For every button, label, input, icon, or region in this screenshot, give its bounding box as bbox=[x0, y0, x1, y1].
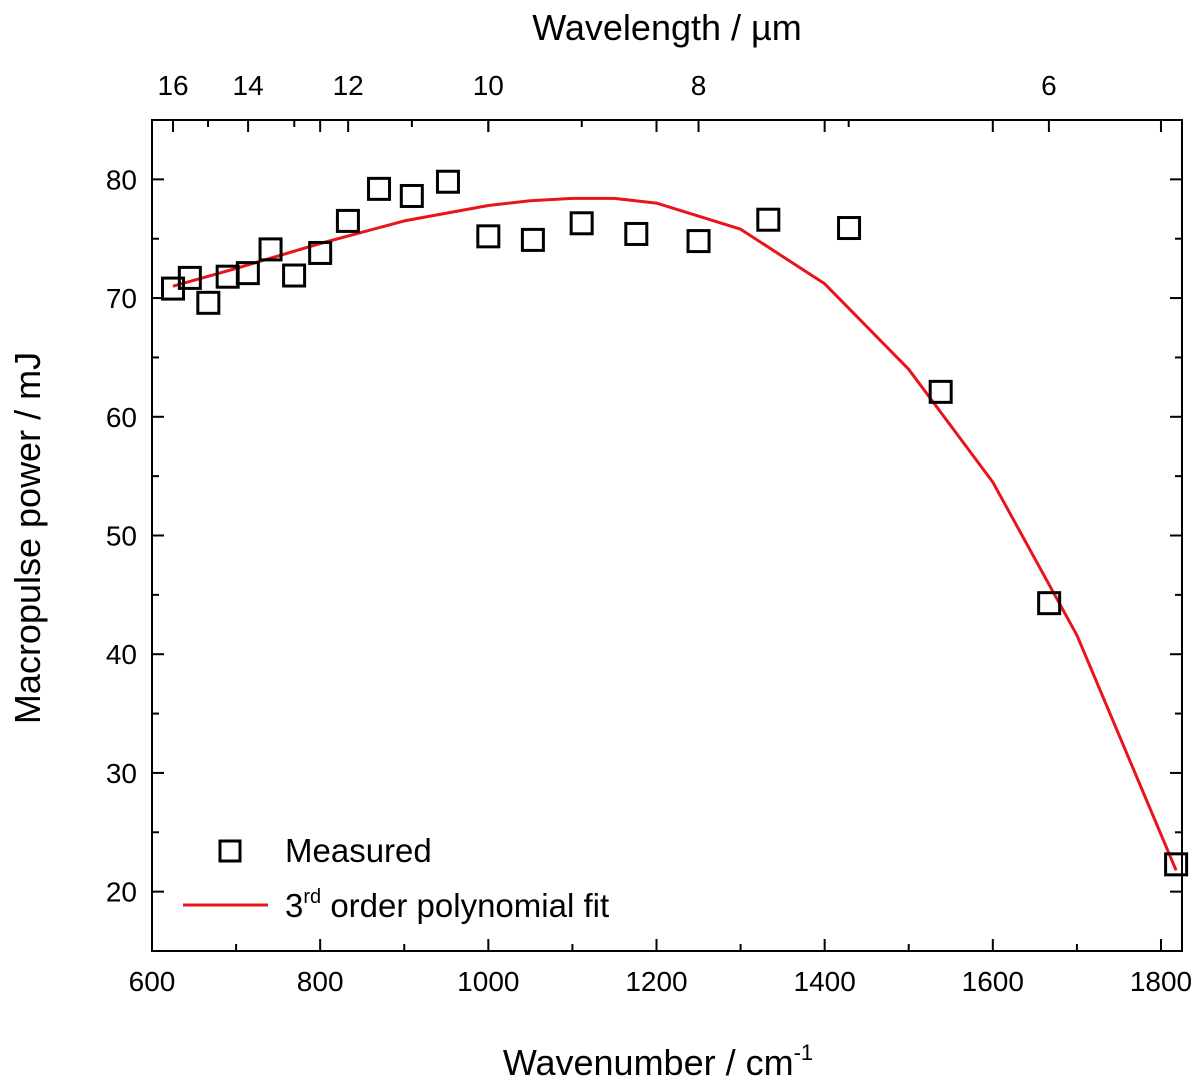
measured-point bbox=[235, 261, 260, 286]
measured-point bbox=[177, 265, 202, 290]
y-tick-label: 20 bbox=[106, 877, 137, 908]
measured-point bbox=[476, 224, 501, 249]
left-axis: 20 30 40 50 60 70 80 bbox=[106, 119, 164, 952]
x-tick-label: 800 bbox=[297, 966, 344, 997]
measured-point bbox=[520, 227, 545, 252]
top-tick-label: 8 bbox=[691, 70, 707, 101]
y-tick-label: 30 bbox=[106, 758, 137, 789]
y-tick-label: 40 bbox=[106, 639, 137, 670]
legend-fit-prefix: 3 bbox=[285, 887, 303, 924]
x-tick-label: 1400 bbox=[794, 966, 856, 997]
bottom-axis: 600 800 1000 1200 1400 1600 1800 bbox=[129, 120, 1192, 997]
top-tick-label: 16 bbox=[157, 70, 188, 101]
measured-point bbox=[1037, 591, 1062, 616]
measured-point bbox=[837, 216, 862, 241]
legend-label-fit: 3rd order polynomial fit bbox=[285, 886, 609, 924]
x-axis-title: Wavenumber / cm-1 bbox=[503, 1040, 813, 1083]
measured-point bbox=[435, 169, 460, 194]
plot-frame bbox=[151, 119, 1183, 952]
plot-frame bbox=[151, 119, 1183, 952]
fit-curve bbox=[172, 196, 1178, 871]
measured-point bbox=[308, 240, 333, 265]
top-axis: 16 14 12 10 8 6 bbox=[157, 70, 1057, 132]
measured-point bbox=[399, 183, 424, 208]
top-tick-label: 14 bbox=[233, 70, 264, 101]
measured-point bbox=[282, 263, 307, 288]
legend: Measured 3rd order polynomial fit bbox=[183, 832, 609, 924]
x-tick-label: 1800 bbox=[1130, 966, 1192, 997]
x-axis-title-main: Wavenumber / cm bbox=[503, 1042, 794, 1083]
right-axis bbox=[1170, 119, 1182, 952]
measured-point bbox=[569, 211, 594, 236]
y-axis-title: Macropulse power / mJ bbox=[7, 352, 48, 724]
y-tick-label: 50 bbox=[106, 521, 137, 552]
measured-point bbox=[335, 208, 360, 233]
x-tick-label: 1000 bbox=[457, 966, 519, 997]
measured-point bbox=[756, 207, 781, 232]
top-tick-label: 12 bbox=[333, 70, 364, 101]
x-axis-title-superscript: -1 bbox=[794, 1040, 814, 1065]
measured-point bbox=[196, 290, 221, 315]
legend-label-measured: Measured bbox=[285, 832, 432, 869]
x-tick-label: 600 bbox=[129, 966, 176, 997]
top-tick-label: 10 bbox=[473, 70, 504, 101]
measured-point bbox=[258, 237, 283, 262]
top-tick-label: 6 bbox=[1041, 70, 1057, 101]
legend-marker-measured bbox=[218, 839, 242, 863]
measured-point bbox=[928, 379, 953, 404]
y-tick-label: 70 bbox=[106, 283, 137, 314]
top-axis-title: Wavelength / µm bbox=[532, 7, 802, 48]
measured-point bbox=[686, 229, 711, 254]
legend-fit-superscript: rd bbox=[303, 886, 321, 908]
measured-point bbox=[1164, 852, 1189, 877]
measured-point bbox=[624, 221, 649, 246]
measured-point bbox=[367, 176, 392, 201]
legend-fit-suffix: order polynomial fit bbox=[321, 887, 609, 924]
y-tick-label: 60 bbox=[106, 402, 137, 433]
y-tick-label: 80 bbox=[106, 164, 137, 195]
x-tick-label: 1600 bbox=[962, 966, 1024, 997]
series-layer bbox=[161, 169, 1189, 877]
x-tick-label: 1200 bbox=[625, 966, 687, 997]
